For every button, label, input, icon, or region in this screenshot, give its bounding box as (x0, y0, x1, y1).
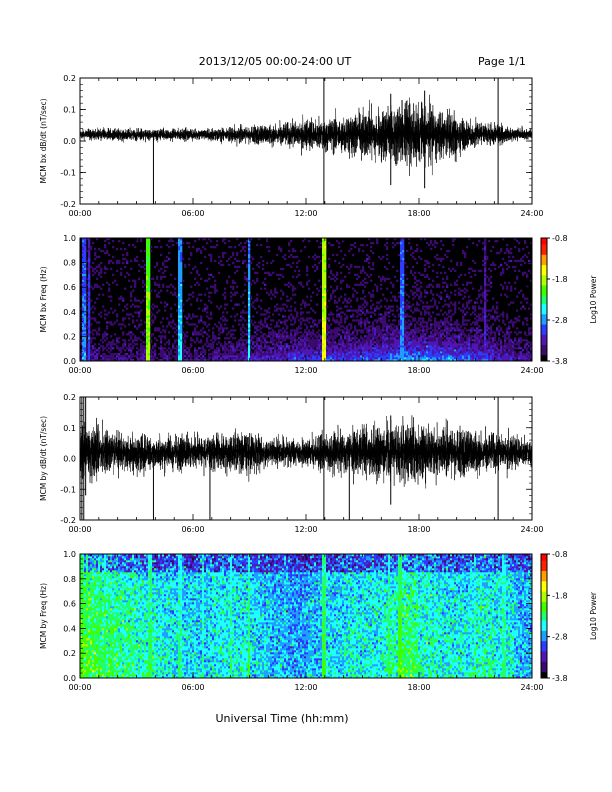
colorbar-tick-label: -0.8 (552, 234, 568, 243)
y-tick-label: 0.0 (63, 357, 76, 366)
panel-4: -0.8 -1.8 -2.8 -3.8 Log10 Power 00:00 06:00 12:… (39, 550, 598, 692)
y-tick-label: 0.2 (63, 332, 76, 341)
y-tick-label: 0.2 (63, 74, 76, 83)
colorbar-label: Log10 Power (589, 591, 598, 640)
y-axis-label: MCM bx dB/dt (nT/sec) (39, 98, 48, 183)
y-tick-label: 0.2 (63, 649, 76, 658)
x-tick-label: 00:00 (68, 683, 91, 692)
x-tick-label: 06:00 (181, 366, 204, 375)
y-axis-label: MCM by dB/dt (nT/sec) (39, 416, 48, 501)
y-tick-label: 1.0 (63, 234, 76, 243)
x-tick-label: 12:00 (294, 209, 317, 218)
x-tick-label: 18:00 (407, 209, 430, 218)
colorbar-tick-label: -2.8 (552, 633, 568, 642)
colorbar-tick-label: -3.8 (552, 357, 568, 366)
y-tick-label: 0.1 (63, 106, 76, 115)
x-tick-label: 18:00 (407, 525, 430, 534)
x-tick-label: 06:00 (181, 209, 204, 218)
x-tick-label: 00:00 (68, 209, 91, 218)
y-tick-label: 0.4 (63, 624, 76, 633)
panel-2: -0.8 -1.8 -2.8 -3.8 Log10 Power 00:00 06:00 12:… (39, 234, 598, 375)
y-axis-label: MCM by Freq (Hz) (39, 583, 48, 649)
colorbar (540, 237, 548, 362)
colorbar-label: Log10 Power (589, 275, 598, 324)
spectrogram-cells (80, 554, 532, 678)
x-tick-label: 00:00 (68, 366, 91, 375)
signal-trace (80, 94, 532, 176)
y-axis-label: MCM bx Freq (Hz) (39, 266, 48, 332)
y-tick-label: -0.2 (60, 200, 76, 209)
panel-3: 00:00 06:00 12:00 18:00 24:00 0.2 0.1 0.0 -0.1 -0… (39, 393, 544, 534)
y-tick-label: 0.6 (63, 283, 76, 292)
x-tick-label: 24:00 (520, 525, 543, 534)
panel-1: 00:00 06:00 12:00 18:00 24:00 0.2 0.1 0.0 -0.1 -0… (39, 74, 544, 218)
x-tick-label: 24:00 (520, 366, 543, 375)
x-tick-label: 18:00 (407, 683, 430, 692)
colorbar-tick-label: -1.8 (552, 275, 568, 284)
colorbar-tick-label: -2.8 (552, 316, 568, 325)
report-title: 2013/12/05 00:00-24:00 UT (199, 55, 352, 68)
y-tick-label: 0.0 (63, 455, 76, 464)
x-tick-label: 06:00 (181, 525, 204, 534)
y-tick-label: 0.2 (63, 393, 76, 402)
y-tick-label: 0.6 (63, 600, 76, 609)
y-tick-label: 0.1 (63, 424, 76, 433)
x-tick-label: 18:00 (407, 366, 430, 375)
x-tick-label: 00:00 (68, 525, 91, 534)
y-tick-label: -0.1 (60, 485, 76, 494)
x-tick-label: 12:00 (294, 525, 317, 534)
chart-panels: 00:00 06:00 12:00 18:00 24:00 0.2 0.1 0.0 -0.1 -0… (39, 74, 598, 692)
x-axis-title: Universal Time (hh:mm) (216, 712, 349, 725)
spectrogram-cells (80, 238, 532, 361)
colorbar (540, 553, 548, 679)
x-tick-label: 12:00 (294, 683, 317, 692)
y-tick-label: 0.0 (63, 137, 76, 146)
colorbar-tick-label: -1.8 (552, 591, 568, 600)
y-tick-label: 1.0 (63, 550, 76, 559)
colorbar-tick-label: -0.8 (552, 550, 568, 559)
x-tick-label: 24:00 (520, 209, 543, 218)
signal-trace (80, 415, 532, 489)
page-label: Page 1/1 (478, 55, 526, 68)
y-tick-label: 0.4 (63, 308, 76, 317)
x-tick-label: 24:00 (520, 683, 543, 692)
y-tick-label: 0.8 (63, 575, 76, 584)
x-tick-label: 12:00 (294, 366, 317, 375)
y-tick-label: 0.0 (63, 674, 76, 683)
y-tick-label: -0.2 (60, 516, 76, 525)
y-tick-label: -0.1 (60, 169, 76, 178)
colorbar-tick-label: -3.8 (552, 674, 568, 683)
y-tick-label: 0.8 (63, 259, 76, 268)
x-tick-label: 06:00 (181, 683, 204, 692)
